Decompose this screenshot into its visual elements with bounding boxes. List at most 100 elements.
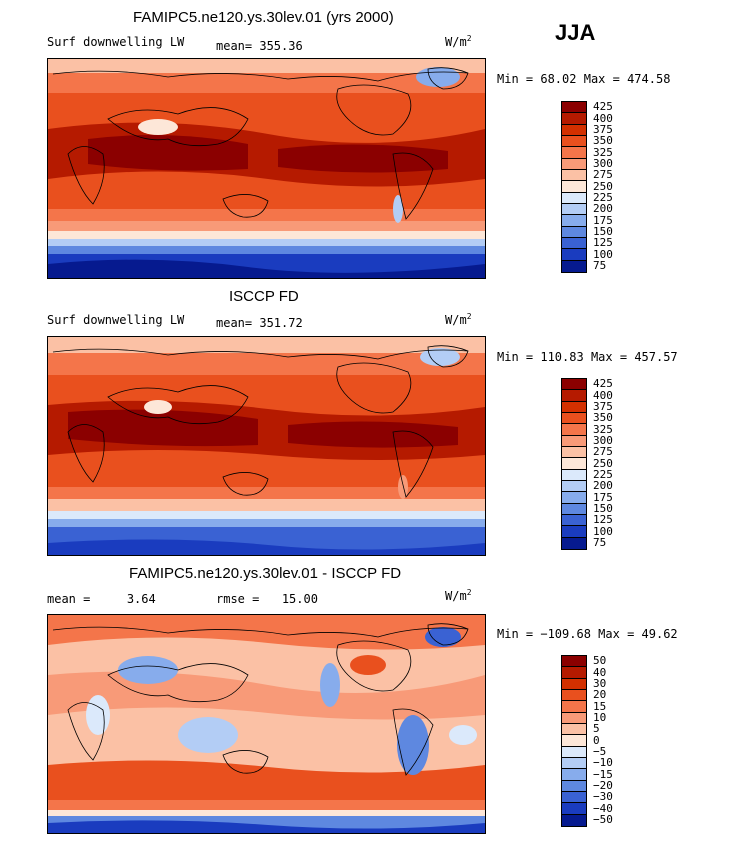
colorbar-swatch: [562, 814, 586, 826]
colorbar-swatch: [562, 701, 586, 713]
panel3-min-value: −109.68: [540, 627, 591, 641]
panel2-min-label: Min =: [497, 350, 534, 364]
colorbar-level-label: 0: [593, 733, 600, 747]
colorbar-level-label: −20: [593, 778, 613, 792]
colorbar-level-label: 225: [593, 190, 613, 204]
colorbar-swatch: [562, 204, 586, 216]
colorbar-level-label: 400: [593, 111, 613, 125]
colorbar-swatch: [562, 735, 586, 747]
colorbar-level-label: 125: [593, 236, 613, 250]
colorbar-swatch: [562, 792, 586, 804]
colorbar-level-label: 150: [593, 224, 613, 238]
colorbar-swatch: [562, 690, 586, 702]
colorbar-swatch: [562, 678, 586, 690]
panel2-min-value: 110.83: [540, 350, 584, 364]
panel3-mean-label: mean =: [47, 592, 91, 606]
colorbar-level-label: −15: [593, 767, 613, 781]
colorbar-swatch: [562, 780, 586, 792]
colorbar-level-label: 15: [593, 699, 607, 713]
colorbar-level-label: 50: [593, 654, 607, 668]
panel1-min-value: 68.02: [540, 72, 577, 86]
colorbar-swatch: [562, 503, 586, 515]
colorbar-swatch: [562, 158, 586, 170]
panel2-map-svg: [48, 337, 485, 555]
panel3-min-label: Min =: [497, 627, 534, 641]
colorbar-level-label: 200: [593, 479, 613, 493]
colorbar-swatch: [562, 238, 586, 250]
colorbar-level-label: 325: [593, 145, 613, 159]
colorbar-level-label: 375: [593, 122, 613, 136]
panel1-units: W/m2: [445, 34, 472, 49]
colorbar-level-label: −50: [593, 812, 613, 826]
colorbar-swatch: [562, 113, 586, 125]
colorbar-swatch: [562, 226, 586, 238]
colorbar-swatch: [562, 181, 586, 193]
panel1-mean-value: 355.36: [259, 39, 303, 53]
colorbar-level-label: 175: [593, 213, 613, 227]
panel3-units: W/m2: [445, 588, 472, 603]
colorbar-swatch: [562, 724, 586, 736]
colorbar-swatch: [562, 390, 586, 402]
colorbar-level-label: 300: [593, 433, 613, 447]
colorbar-swatch: [562, 435, 586, 447]
colorbar-swatch: [562, 769, 586, 781]
colorbar-level-label: 275: [593, 168, 613, 182]
colorbar-swatch: [562, 192, 586, 204]
colorbar-swatch: [562, 249, 586, 261]
colorbar-level-label: 20: [593, 688, 607, 702]
colorbar-swatch: [562, 481, 586, 493]
colorbar-swatch: [562, 260, 586, 272]
panel1-max-label: Max =: [583, 72, 620, 86]
panel3-minmax: Min = −109.68 Max = 49.62: [497, 628, 678, 640]
colorbar-level-label: 275: [593, 445, 613, 459]
panel3-mean-value: 3.64: [126, 592, 156, 606]
colorbar-level-label: 30: [593, 676, 607, 690]
colorbar-level-label: −5: [593, 744, 607, 758]
colorbar-swatch: [562, 147, 586, 159]
panel2-max-label: Max =: [590, 350, 628, 364]
colorbar-swatch: [562, 102, 586, 114]
colorbar-level-label: 425: [593, 377, 613, 391]
panel2-colorbar: [561, 378, 587, 550]
colorbar-swatch: [562, 746, 586, 758]
panel1-title: FAMIPC5.ne120.ys.30lev.01 (yrs 2000): [133, 9, 394, 26]
panel2-variable: Surf downwelling LW: [47, 313, 185, 327]
colorbar-swatch: [562, 170, 586, 182]
colorbar-swatch: [562, 537, 586, 549]
colorbar-level-label: 425: [593, 100, 613, 114]
panel1-mean: mean= 355.36: [216, 40, 303, 52]
panel3-map: [47, 614, 486, 834]
colorbar-swatch: [562, 215, 586, 227]
panel1-max-value: 474.58: [627, 72, 671, 86]
panel1-min-label: Min =: [497, 72, 534, 86]
colorbar-level-label: −40: [593, 801, 613, 815]
colorbar-swatch: [562, 803, 586, 815]
colorbar-level-label: 75: [593, 535, 607, 549]
colorbar-level-label: 225: [593, 467, 613, 481]
panel2-max-value: 457.57: [634, 350, 678, 364]
colorbar-level-label: 125: [593, 513, 613, 527]
panel1-map: [47, 58, 486, 279]
colorbar-swatch: [562, 458, 586, 470]
colorbar-level-label: 350: [593, 134, 613, 148]
colorbar-swatch: [562, 124, 586, 136]
colorbar-swatch: [562, 526, 586, 538]
colorbar-level-label: 300: [593, 156, 613, 170]
colorbar-swatch: [562, 492, 586, 504]
panel3-rmse: rmse = 15.00: [216, 593, 318, 605]
season-label: JJA: [555, 20, 596, 45]
colorbar-level-label: 150: [593, 501, 613, 515]
colorbar-swatch: [562, 136, 586, 148]
panel1-minmax: Min = 68.02 Max = 474.58: [497, 73, 670, 85]
panel2-mean: mean= 351.72: [216, 317, 303, 329]
colorbar-level-label: 175: [593, 490, 613, 504]
panel2-mean-value: 351.72: [259, 316, 303, 330]
panel3-map-svg: [48, 615, 485, 833]
panel3-rmse-value: 15.00: [281, 592, 318, 606]
panel3-mean: mean = 3.64: [47, 593, 156, 605]
panel1-mean-label: mean=: [216, 39, 253, 53]
panel3-max-label: Max =: [598, 627, 635, 641]
colorbar-level-label: 250: [593, 179, 613, 193]
panel2-map: [47, 336, 486, 556]
colorbar-level-label: −10: [593, 756, 613, 770]
